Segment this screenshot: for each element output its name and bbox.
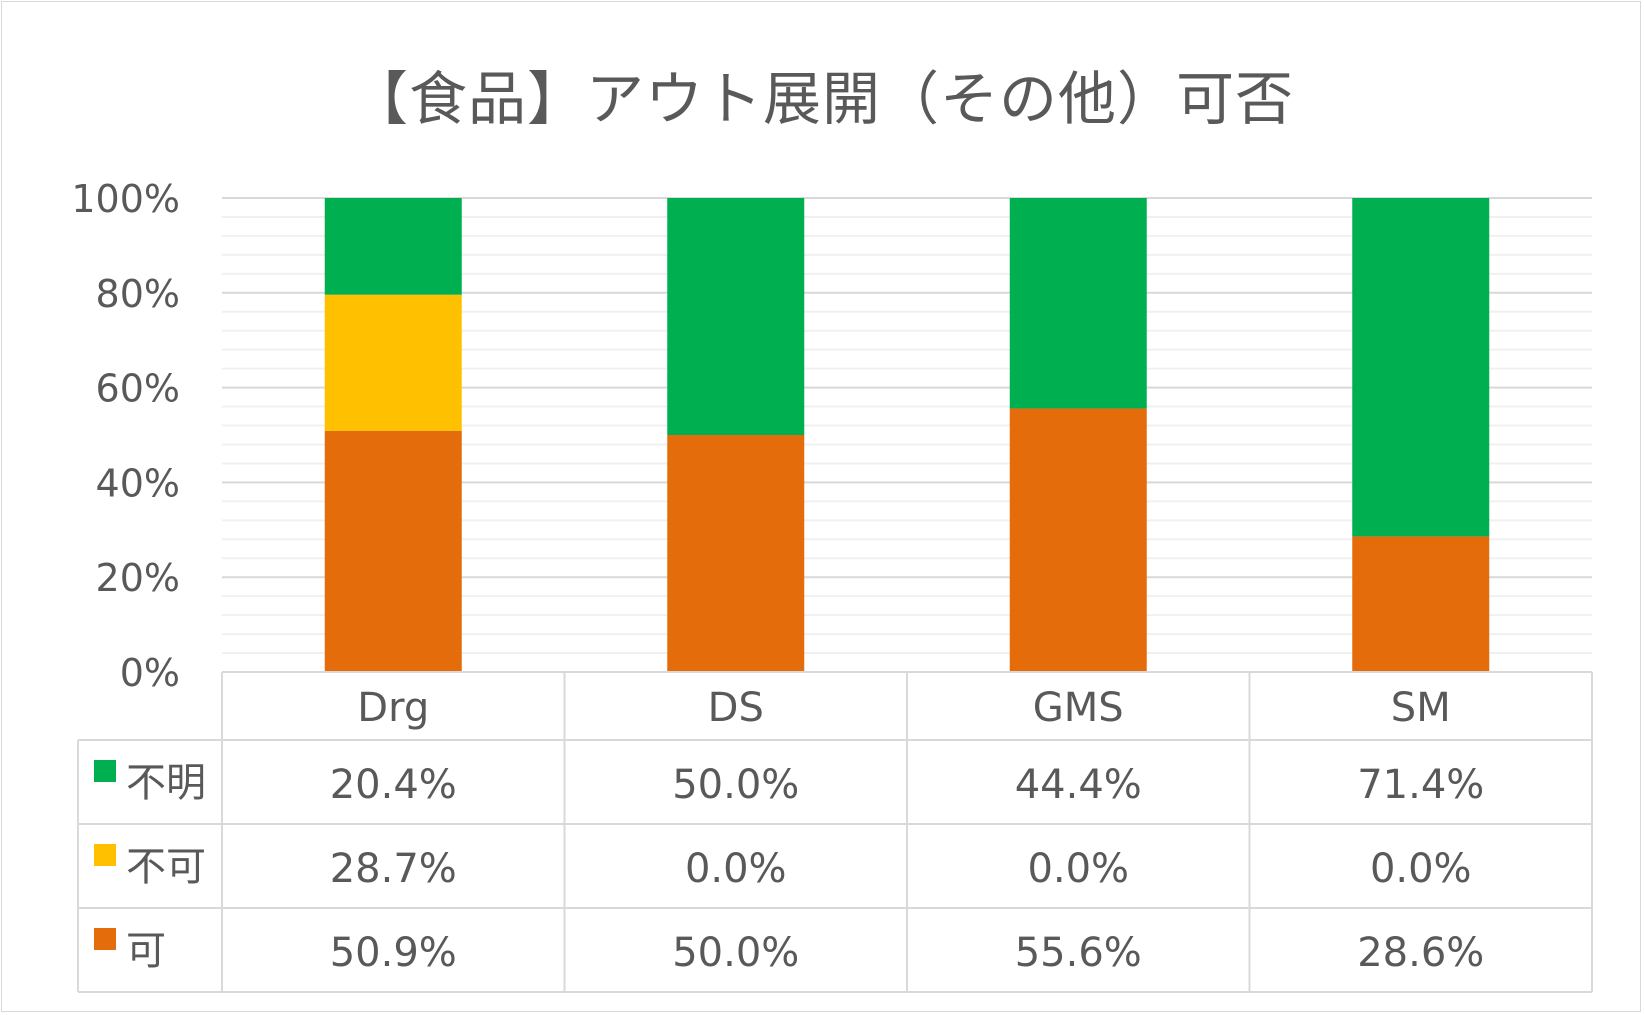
bar-segment (1352, 536, 1490, 672)
bars (324, 198, 1490, 672)
data-label: 0.0% (1027, 846, 1129, 892)
data-label: 28.7% (330, 846, 457, 892)
chart-title: 【食品】アウト展開（その他）可否 (349, 65, 1294, 133)
bar-segment (1352, 198, 1490, 537)
legend-swatch (94, 844, 116, 866)
data-label: 28.6% (1357, 930, 1484, 976)
data-table: Drg DS GMS SM 不明 20.4% 50.0% 44.4% 71.4% 不可 28.7% 0… (77, 671, 1593, 993)
data-label: 0.0% (1370, 846, 1472, 892)
bar-segment (667, 435, 805, 672)
data-label: 20.4% (330, 762, 457, 808)
legend-swatch (94, 760, 116, 782)
data-label: 0.0% (685, 846, 787, 892)
x-category-label: Drg (357, 685, 429, 731)
bar-segment (324, 430, 462, 672)
data-label: 50.9% (330, 930, 457, 976)
legend-label: 不明 (126, 760, 206, 806)
x-category-label: DS (708, 685, 764, 731)
x-category-label: SM (1391, 685, 1451, 731)
x-category-label: GMS (1033, 685, 1124, 731)
y-axis-ticks: 0% 20% 40% 60% 80% 100% (71, 177, 180, 695)
y-tick-label: 40% (96, 461, 180, 505)
data-label: 55.6% (1015, 930, 1142, 976)
legend-swatch (94, 928, 116, 950)
data-label: 71.4% (1357, 762, 1484, 808)
y-tick-label: 80% (96, 272, 180, 316)
data-label: 50.0% (672, 762, 799, 808)
bar-segment (324, 198, 462, 295)
data-label: 50.0% (672, 930, 799, 976)
legend-label: 可 (126, 928, 166, 974)
bar-segment (1009, 408, 1147, 672)
bar-segment (667, 198, 805, 435)
y-tick-label: 60% (96, 367, 180, 411)
y-tick-label: 0% (120, 651, 180, 695)
bar-segment (1009, 198, 1147, 409)
data-label: 44.4% (1015, 762, 1142, 808)
legend-label: 不可 (126, 844, 206, 890)
y-tick-label: 100% (71, 177, 180, 221)
y-tick-label: 20% (96, 556, 180, 600)
bar-segment (324, 294, 462, 431)
